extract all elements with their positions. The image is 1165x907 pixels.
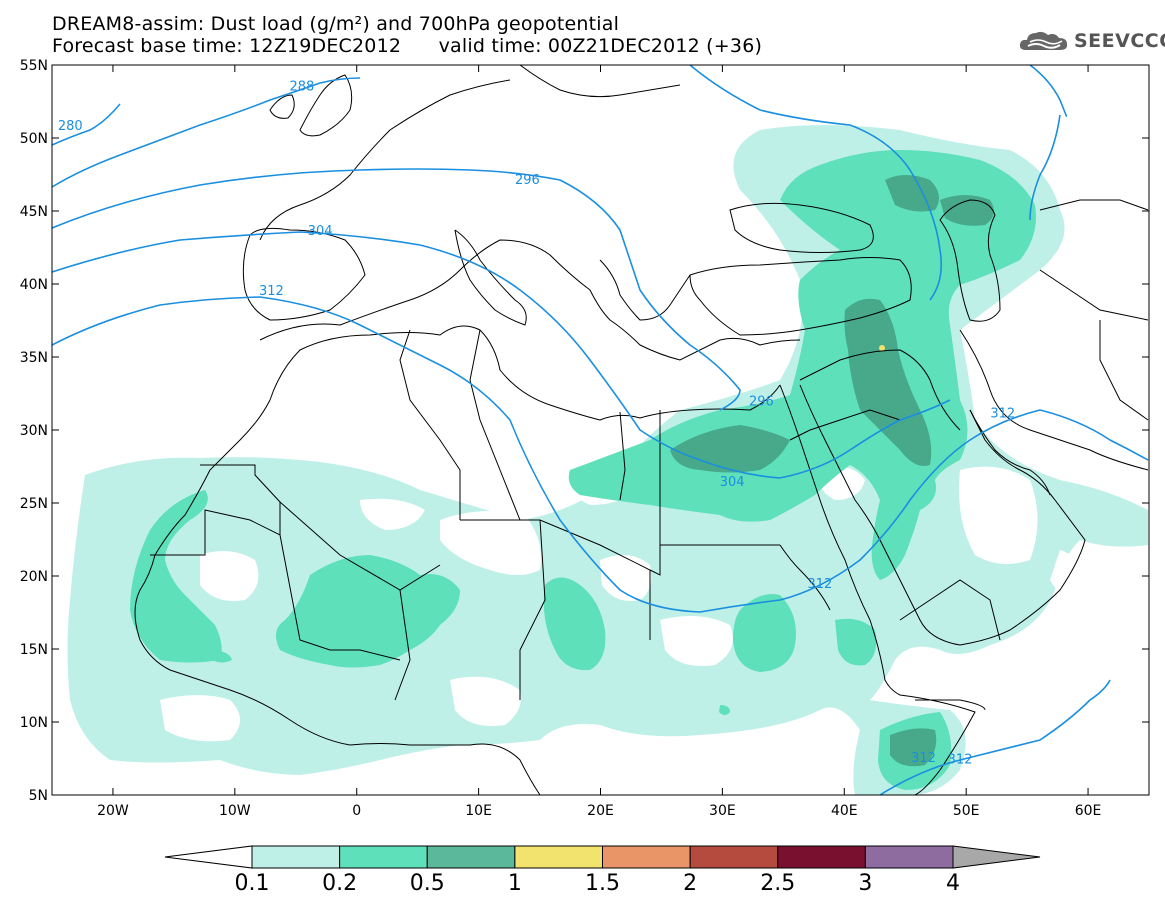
latitude-labels: 55N 50N 45N 40N 35N 30N 25N 20N 15N 10N 5N (20, 58, 48, 804)
colorbar-label: 2 (683, 871, 697, 896)
contour-label: 312 (911, 751, 936, 766)
contour-312-c (1029, 114, 1061, 221)
lon-tick-label: 10W (219, 803, 251, 819)
contour-280 (52, 77, 361, 188)
contour-label: 304 (308, 224, 333, 239)
contour-312 (879, 679, 1111, 795)
contour-label: 296 (749, 395, 774, 410)
contour-label: 312 (807, 577, 832, 592)
lat-tick-label: 20N (20, 569, 48, 585)
colorbar-swatch (864, 845, 954, 869)
contour-label: 312 (259, 284, 284, 299)
dust-peak-spot (879, 345, 885, 351)
lat-tick-label: 40N (20, 277, 48, 293)
logo-text: SEEVCCC (1074, 30, 1165, 52)
colorbar-swatch (777, 845, 866, 869)
lon-tick-label: 60E (1075, 803, 1102, 819)
lon-tick-label: 10E (465, 803, 492, 819)
colorbar-label: 4 (946, 871, 960, 896)
colorbar-swatch (952, 845, 1041, 869)
lon-tick-label: 20W (97, 803, 129, 819)
colorbar-swatch (426, 845, 516, 869)
lon-tick-label: 30E (709, 803, 736, 819)
colorbar-label: 3 (858, 871, 872, 896)
cloud-icon (1019, 31, 1068, 50)
longitude-labels: 20W 10W 0 10E 20E 30E 40E 50E 60E (97, 803, 1101, 819)
colorbar-label: 1 (508, 871, 522, 896)
colorbar-swatch (514, 845, 603, 869)
lon-tick-label: 50E (953, 803, 980, 819)
contour-304 (52, 296, 1149, 613)
colorbar-label: 1.5 (585, 871, 620, 896)
contour-labels: 280 288 296 304 312 296 304 312 312 312 312 (58, 79, 1015, 767)
lon-tick-label: 0 (352, 803, 361, 819)
contour-280-tail (52, 103, 121, 146)
contour-label: 304 (720, 475, 745, 490)
map-title: DREAM8-assim: Dust load (g/m²) and 700hP… (52, 13, 620, 35)
map-subtitle: Forecast base time: 12Z19DEC2012 valid t… (52, 35, 763, 57)
contour-label: 280 (58, 119, 83, 134)
colorbar-swatch (602, 845, 691, 869)
contour-296 (52, 231, 951, 479)
colorbar: 0.1 0.2 0.5 1 1.5 2 2.5 3 4 (164, 845, 1041, 896)
lat-tick-label: 15N (20, 642, 48, 658)
lat-tick-label: 10N (20, 715, 48, 731)
colorbar-swatch (251, 845, 341, 869)
lat-tick-label: 30N (20, 423, 48, 439)
lat-tick-label: 25N (20, 496, 48, 512)
lat-tick-label: 55N (20, 58, 48, 74)
contour-label: 312 (948, 752, 973, 767)
contour-label: 312 (990, 406, 1015, 421)
lon-tick-label: 20E (587, 803, 614, 819)
lat-tick-label: 5N (29, 788, 48, 804)
lon-tick-label: 40E (831, 803, 858, 819)
lat-tick-label: 45N (20, 204, 48, 220)
axis-ticks (52, 64, 1149, 796)
coastlines-and-borders (134, 65, 1149, 795)
contour-288 (52, 168, 741, 411)
colorbar-label: 0.2 (322, 871, 357, 896)
seevccc-logo: SEEVCCC (1018, 28, 1165, 54)
contour-label: 288 (289, 79, 314, 94)
colorbar-swatch (339, 845, 428, 869)
colorbar-label: 2.5 (760, 871, 795, 896)
colorbar-label: 0.5 (410, 871, 445, 896)
colorbar-swatch (164, 845, 253, 869)
geopotential-contours (52, 65, 1149, 795)
contour-288-tail (689, 65, 943, 301)
lat-tick-label: 35N (20, 350, 48, 366)
dust-load-shading (67, 125, 1148, 795)
contour-label: 296 (515, 173, 540, 188)
contour-312-b (1029, 65, 1068, 117)
colorbar-label: 0.1 (235, 871, 270, 896)
lat-tick-label: 50N (20, 131, 48, 147)
colorbar-swatch (689, 845, 779, 869)
